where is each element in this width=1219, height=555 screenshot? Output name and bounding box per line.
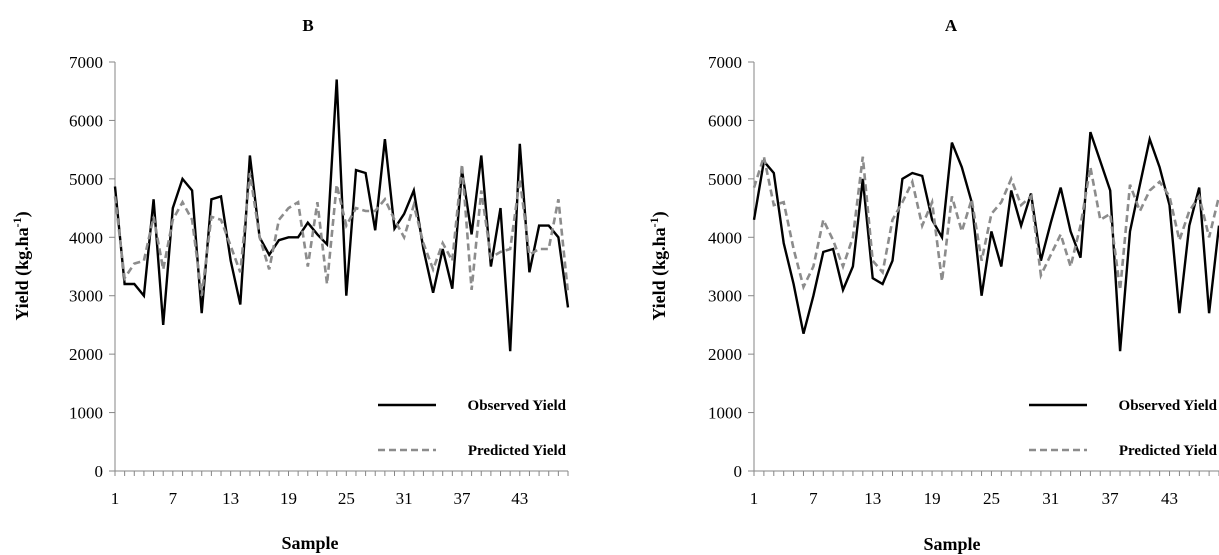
y-tick-label: 5000 [69, 170, 103, 189]
x-axis: 1 7 13 19 25 31 37 43 [111, 470, 569, 508]
legend: Observed Yield Predicted Yield [378, 398, 567, 459]
legend-label: Predicted Yield [1119, 443, 1218, 459]
chart-b: B Sample Yield (kg.ha-1) 0 1000 2000 3000 40… [10, 16, 570, 553]
predicted-yield-line [752, 151, 1219, 291]
y-tick-label: 2000 [708, 345, 742, 364]
chart-a: A Sample Yield (kg.ha-1) 0 1000 2000 3000 40… [647, 16, 1219, 554]
y-axis-title-main: Yield (kg.ha [12, 227, 33, 320]
x-tick-label: 25 [983, 489, 1000, 508]
observed-yield-line [752, 131, 1219, 352]
legend: Observed Yield Predicted Yield [1029, 398, 1218, 459]
y-tick-label: 1000 [69, 404, 103, 423]
x-tick-label: 43 [511, 489, 528, 508]
observed-yield-line [113, 79, 570, 352]
y-tick-label: 7000 [708, 53, 742, 72]
y-tick-label: 6000 [708, 111, 742, 130]
y-axis-title-end: ) [12, 211, 33, 217]
legend-label: Observed Yield [468, 398, 567, 414]
y-tick-label: 3000 [708, 287, 742, 306]
x-tick-label: 1 [111, 489, 120, 508]
x-tick-label: 37 [453, 489, 471, 508]
x-tick-label: 31 [1042, 489, 1059, 508]
x-tick-label: 7 [809, 489, 818, 508]
y-tick-label: 7000 [69, 53, 103, 72]
x-axis-title: Sample [923, 534, 980, 554]
legend-label: Observed Yield [1119, 398, 1218, 414]
y-axis-title-sup: -1 [647, 217, 661, 227]
x-tick-label: 19 [280, 489, 297, 508]
y-tick-label: 1000 [708, 404, 742, 423]
series-lines [113, 79, 570, 352]
y-tick-label: 2000 [69, 345, 103, 364]
y-axis-title-main: Yield (kg.ha [649, 227, 670, 320]
y-tick-label: 3000 [69, 287, 103, 306]
y-axis: 0 1000 2000 3000 4000 5000 6000 7000 [69, 53, 116, 481]
y-axis-title: Yield (kg.ha-1) [10, 211, 33, 320]
y-axis-title-end: ) [649, 211, 670, 217]
x-tick-label: 37 [1102, 489, 1120, 508]
y-tick-label: 5000 [708, 170, 742, 189]
chart-title: A [945, 16, 958, 35]
x-axis: 1 7 13 19 25 31 37 43 [750, 470, 1219, 508]
x-tick-label: 13 [222, 489, 239, 508]
series-lines [752, 131, 1219, 352]
y-tick-label: 4000 [69, 228, 103, 247]
y-axis-title-sup: -1 [10, 217, 24, 227]
x-tick-label: 1 [750, 489, 759, 508]
y-tick-label: 0 [734, 462, 743, 481]
y-axis: 0 1000 2000 3000 4000 5000 6000 7000 [708, 53, 755, 481]
y-tick-label: 4000 [708, 228, 742, 247]
y-tick-label: 6000 [69, 111, 103, 130]
x-tick-label: 25 [338, 489, 355, 508]
x-tick-label: 7 [169, 489, 178, 508]
legend-label: Predicted Yield [468, 443, 567, 459]
x-tick-label: 19 [924, 489, 941, 508]
x-tick-label: 31 [396, 489, 413, 508]
x-axis-title: Sample [281, 533, 338, 553]
chart-title: B [302, 16, 313, 35]
y-tick-label: 0 [95, 462, 104, 481]
x-tick-label: 13 [864, 489, 881, 508]
x-tick-label: 43 [1161, 489, 1178, 508]
y-axis-title: Yield (kg.ha-1) [647, 211, 670, 320]
